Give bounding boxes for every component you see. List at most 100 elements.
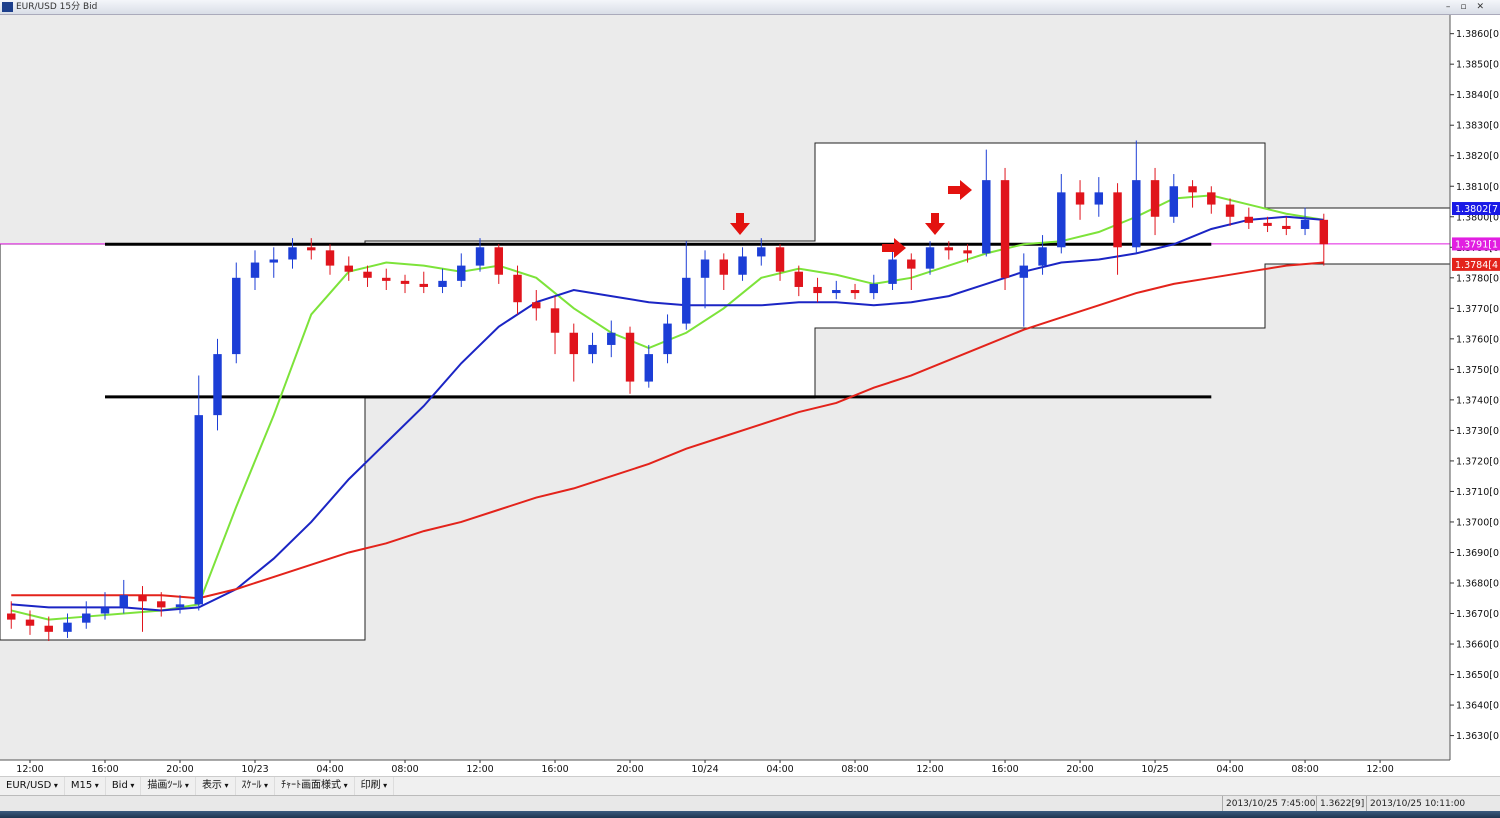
y-tick-label: 1.3670[0] bbox=[1456, 609, 1500, 620]
candle-body bbox=[457, 265, 466, 281]
y-tick-label: 1.3680[0] bbox=[1456, 578, 1500, 589]
candle-body bbox=[213, 354, 222, 416]
candle-body bbox=[7, 613, 16, 620]
candle-body bbox=[1207, 192, 1216, 205]
candle-body bbox=[1019, 265, 1029, 278]
candle-body bbox=[869, 283, 879, 294]
price-tag-label: 1.3784[4 bbox=[1455, 260, 1498, 271]
y-tick-label: 1.3640[0] bbox=[1456, 701, 1500, 712]
candle-body bbox=[269, 259, 278, 263]
candle-body bbox=[963, 250, 972, 254]
candle-body bbox=[1188, 186, 1197, 193]
status-bar: 2013/10/25 7:45:00 1.3622[9] 2013/10/25 … bbox=[0, 795, 1500, 818]
candle-body bbox=[738, 256, 747, 275]
arrow-down bbox=[730, 213, 750, 235]
x-tick-label: 04:00 bbox=[1216, 764, 1243, 775]
candle-body bbox=[1094, 192, 1104, 205]
x-tick-label: 12:00 bbox=[466, 764, 493, 775]
price-tag bbox=[1452, 257, 1500, 271]
y-tick-label: 1.3690[0] bbox=[1456, 548, 1500, 559]
candle-body bbox=[719, 259, 729, 275]
candle-body bbox=[925, 247, 935, 269]
title-bar: EUR/USD 15分 Bid –▫✕ bbox=[0, 0, 1500, 15]
y-tick-label: 1.3770[0] bbox=[1456, 304, 1500, 315]
x-tick-label: 10/24 bbox=[691, 764, 718, 775]
x-tick-label: 16:00 bbox=[991, 764, 1018, 775]
candle-body bbox=[700, 259, 710, 278]
candle-body bbox=[1263, 222, 1272, 226]
toolbar-menu[interactable]: 描画ﾂｰﾙ bbox=[141, 777, 196, 795]
candle-body bbox=[1169, 186, 1179, 217]
candle-body bbox=[1225, 204, 1235, 217]
candle-body bbox=[1300, 219, 1310, 229]
y-tick-label: 1.3730[0] bbox=[1456, 426, 1500, 437]
candle-body bbox=[850, 290, 860, 294]
price-axis-panel bbox=[1450, 15, 1500, 760]
x-tick-label: 20:00 bbox=[166, 764, 193, 775]
candle-body bbox=[1057, 192, 1066, 248]
candle-body bbox=[232, 277, 241, 355]
x-tick-label: 08:00 bbox=[391, 764, 418, 775]
candle-body bbox=[1075, 192, 1085, 205]
candle-body bbox=[138, 595, 147, 602]
candle-body bbox=[438, 280, 447, 287]
x-tick-label: 12:00 bbox=[916, 764, 943, 775]
toolbar-menu[interactable]: M15 bbox=[65, 777, 106, 795]
x-tick-label: 08:00 bbox=[1291, 764, 1318, 775]
x-tick-label: 20:00 bbox=[1066, 764, 1093, 775]
window-title: EUR/USD 15分 Bid bbox=[16, 2, 98, 12]
candle-body bbox=[494, 247, 503, 275]
toolbar-menu[interactable]: Bid bbox=[106, 777, 142, 795]
arrows bbox=[730, 180, 972, 258]
moving-average-line bbox=[11, 261, 1324, 600]
candle-body bbox=[907, 259, 916, 269]
candle-body bbox=[1244, 216, 1254, 223]
candle-body bbox=[1000, 180, 1010, 278]
candle-body bbox=[888, 259, 897, 284]
candle-body bbox=[157, 601, 166, 608]
y-tick-label: 1.3740[0] bbox=[1456, 395, 1500, 406]
candle-body bbox=[944, 247, 954, 251]
candle-body bbox=[1319, 219, 1329, 245]
y-tick-label: 1.3860[0] bbox=[1456, 29, 1500, 40]
candle-body bbox=[82, 613, 91, 623]
candle-body bbox=[307, 247, 316, 251]
y-tick-label: 1.3750[0] bbox=[1456, 365, 1500, 376]
price-tag-label: 1.3802[7 bbox=[1455, 204, 1498, 215]
candle-body bbox=[1038, 247, 1047, 266]
y-tick-label: 1.3660[0] bbox=[1456, 640, 1500, 651]
toolbar-menu[interactable]: ﾁｬｰﾄ画面様式 bbox=[275, 777, 355, 795]
price-tag bbox=[1452, 202, 1500, 216]
candle-body bbox=[1132, 180, 1141, 248]
y-tick-label: 1.3850[0] bbox=[1456, 60, 1500, 71]
candle-body bbox=[663, 323, 672, 355]
candle-body bbox=[119, 595, 128, 608]
candle-body bbox=[1282, 225, 1291, 229]
candle-body bbox=[363, 271, 372, 278]
arrow-right bbox=[948, 180, 972, 200]
candle-body bbox=[175, 604, 185, 608]
window-buttons[interactable]: –▫✕ bbox=[1445, 2, 1494, 12]
x-tick-label: 08:00 bbox=[841, 764, 868, 775]
candle-body bbox=[1113, 192, 1122, 248]
candle-body bbox=[682, 277, 691, 324]
y-tick-label: 1.3720[0] bbox=[1456, 456, 1500, 467]
toolbar-menu[interactable]: EUR/USD bbox=[0, 777, 65, 795]
x-tick-label: 16:00 bbox=[91, 764, 118, 775]
toolbar-menu[interactable]: ｽｹｰﾙ bbox=[236, 777, 276, 795]
candle-body bbox=[44, 625, 53, 632]
candles-layer bbox=[7, 140, 1329, 641]
candle-body bbox=[1150, 180, 1160, 217]
y-tick-label: 1.3700[0] bbox=[1456, 517, 1500, 528]
app-icon bbox=[2, 2, 13, 12]
candle-body bbox=[794, 271, 804, 287]
arrow-down bbox=[925, 213, 945, 235]
x-tick-label: 04:00 bbox=[766, 764, 793, 775]
toolbar-menu[interactable]: 印刷 bbox=[355, 777, 395, 795]
y-tick-label: 1.3710[0] bbox=[1456, 487, 1500, 498]
x-tick-label: 10/25 bbox=[1141, 764, 1168, 775]
price-tag bbox=[1452, 237, 1500, 251]
toolbar-menu[interactable]: 表示 bbox=[196, 777, 236, 795]
y-tick-label: 1.3820[0] bbox=[1456, 151, 1500, 162]
candle-body bbox=[588, 344, 597, 355]
